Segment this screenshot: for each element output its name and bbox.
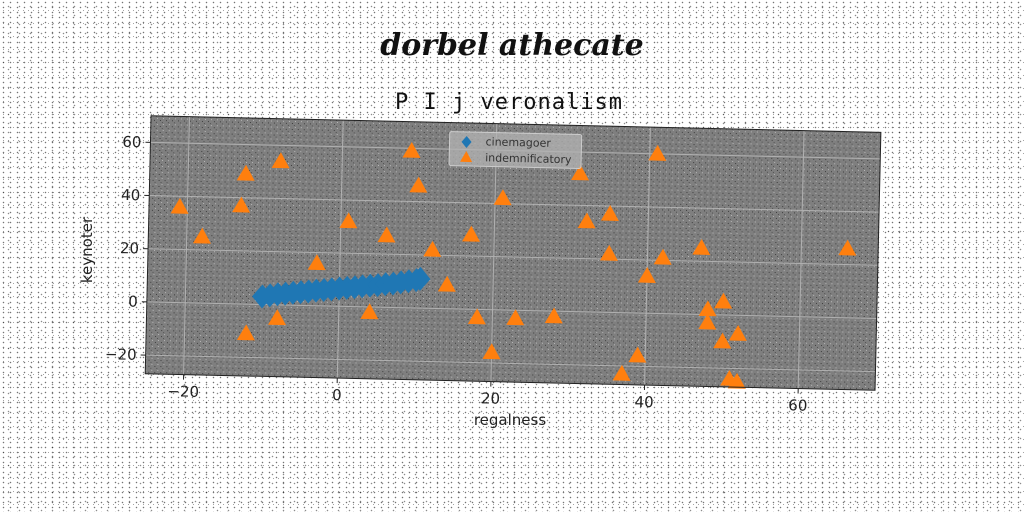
indemnificatory-point: [232, 196, 251, 213]
indemnificatory-point: [482, 343, 501, 360]
indemnificatory-point: [506, 309, 525, 326]
indemnificatory-point: [692, 238, 711, 255]
x-tick-label: −20: [167, 382, 199, 401]
indemnificatory-point: [600, 204, 619, 221]
y-tick-label: 20: [120, 239, 139, 257]
indemnificatory-point: [713, 332, 732, 349]
indemnificatory-point: [714, 292, 733, 309]
indemnificatory-point: [267, 309, 286, 326]
indemnificatory-point: [192, 227, 211, 244]
indemnificatory-point: [648, 144, 667, 161]
grid-line-y: [148, 248, 878, 266]
indemnificatory-point: [728, 324, 747, 341]
indemnificatory-point: [577, 212, 596, 229]
indemnificatory-point: [377, 226, 396, 243]
legend-label-cinemagoer: cinemagoer: [485, 135, 551, 149]
y-tick-label: 40: [121, 186, 140, 204]
indemnificatory-point: [571, 164, 590, 181]
x-tick-label: 40: [634, 393, 653, 411]
x-tick-label: 60: [788, 396, 807, 414]
indemnificatory-point: [462, 225, 481, 242]
y-tick-label: −20: [105, 345, 137, 364]
y-tick-label: 60: [122, 133, 141, 151]
indemnificatory-point: [628, 346, 647, 363]
indemnificatory-point: [170, 197, 189, 214]
legend-label-indemnificatory: indemnificatory: [485, 151, 572, 166]
indemnificatory-point: [493, 189, 512, 206]
legend-box: [448, 131, 583, 169]
indemnificatory-point: [307, 254, 326, 271]
indemnificatory-point: [402, 141, 421, 158]
indemnificatory-point: [653, 248, 672, 265]
x-axis-label: regalness: [474, 411, 546, 429]
indemnificatory-point: [599, 244, 618, 261]
indemnificatory-point: [698, 313, 717, 330]
grid-line-x: [797, 130, 805, 389]
indemnificatory-point: [637, 267, 656, 283]
chart-title: P I j veronalism: [395, 90, 623, 115]
figure-suptitle: dorbel athecate: [380, 28, 644, 63]
indemnificatory-point: [339, 212, 358, 229]
axes: −20 0 20 40 60 −20 0 20 40 60: [105, 115, 882, 415]
indemnificatory-point: [271, 152, 290, 169]
grid-line-x: [336, 120, 344, 379]
legend-marker-cinemagoer: [461, 135, 472, 148]
y-axis-label: keynoter: [78, 216, 96, 283]
legend: cinemagoer indemnificatory: [448, 131, 583, 169]
indemnificatory-point: [423, 240, 442, 257]
indemnificatory-point: [236, 324, 255, 341]
grid-line-y: [149, 195, 880, 213]
grid: [145, 116, 881, 389]
x-tick-label: 20: [481, 389, 500, 407]
indemnificatory-point: [838, 239, 857, 256]
indemnificatory-point: [727, 372, 746, 389]
indemnificatory-point: [236, 164, 255, 181]
grid-line-x: [644, 127, 651, 386]
grid-line-y: [145, 354, 876, 373]
y-tick-label: 0: [128, 292, 138, 310]
x-tick-label: 0: [332, 386, 342, 404]
indemnificatory-point: [409, 176, 428, 193]
indemnificatory-point: [437, 275, 456, 292]
legend-marker-indemnificatory: [460, 150, 473, 163]
indemnificatory-point: [360, 303, 379, 320]
plot-frame: [144, 115, 882, 391]
indemnificatory-point: [544, 307, 563, 324]
indemnificatory-point: [612, 364, 631, 381]
indemnificatory-point: [467, 308, 486, 325]
cinemagoer-point: [410, 266, 431, 291]
grid-line-x: [183, 116, 190, 375]
plot-area-noise: [145, 115, 881, 391]
data-marks: [170, 141, 857, 389]
indemnificatory-point: [698, 300, 717, 317]
